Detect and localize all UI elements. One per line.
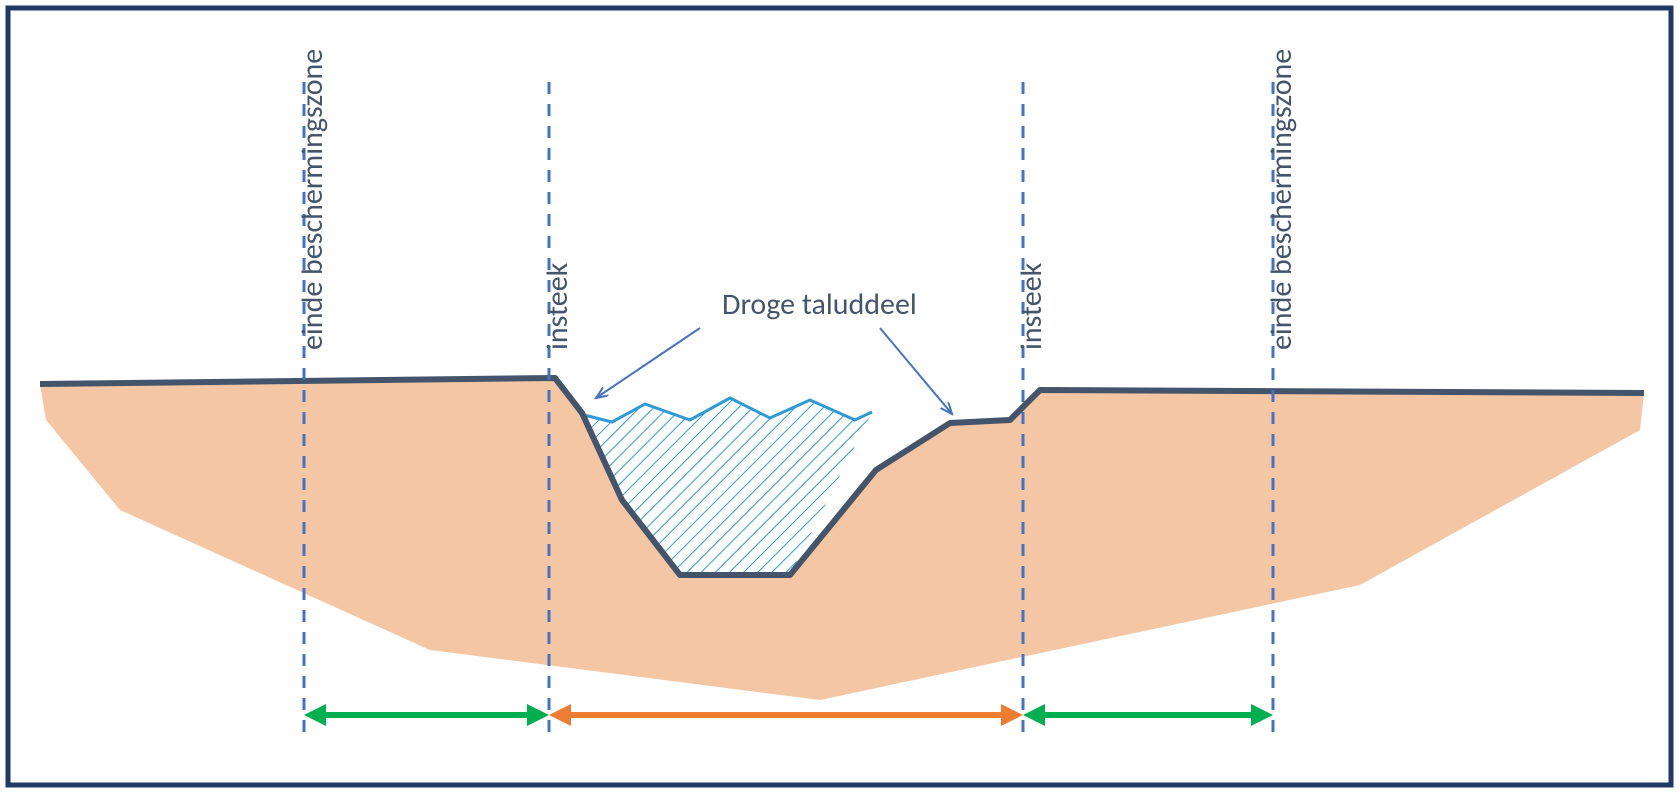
marker-label-insteek-right: insteek bbox=[1013, 263, 1050, 350]
marker-label-insteek-left: insteek bbox=[539, 263, 576, 350]
marker-label-einde-left: einde beschermingszone bbox=[294, 49, 331, 350]
diagram-svg bbox=[0, 0, 1679, 793]
marker-label-einde-right: einde beschermingszone bbox=[1263, 49, 1300, 350]
callout-label-droge-taluddeel: Droge taluddeel bbox=[722, 286, 917, 323]
diagram-stage: einde beschermingszone insteek insteek e… bbox=[0, 0, 1679, 793]
